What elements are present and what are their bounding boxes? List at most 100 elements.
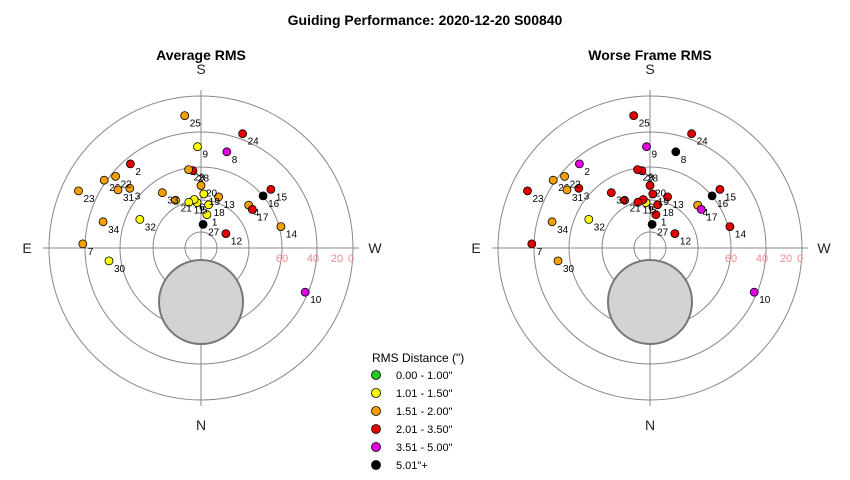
- target-label: 34: [557, 225, 569, 236]
- target-label: 6: [648, 203, 654, 214]
- target-point: [222, 147, 232, 157]
- target-point: [671, 147, 681, 157]
- target-point: [104, 256, 114, 266]
- altitude-label: 0: [348, 253, 354, 265]
- target-label: 22: [121, 179, 133, 190]
- target-point: [135, 214, 145, 224]
- target-label: 28: [198, 174, 210, 185]
- target-point: [648, 189, 658, 199]
- target-point: [214, 192, 224, 202]
- direction-west: W: [817, 240, 831, 256]
- target-label: 23: [533, 194, 545, 205]
- target-label: 8: [681, 155, 687, 166]
- target-label: 11: [643, 205, 654, 216]
- target-label: 12: [680, 237, 692, 248]
- target-label: 14: [735, 230, 747, 241]
- target-point: [171, 195, 181, 205]
- direction-north: N: [196, 417, 206, 433]
- target-point: [199, 189, 209, 199]
- altitude-label: 0: [797, 253, 803, 265]
- legend-swatch: [371, 406, 381, 416]
- legend-entry-label: 1.01 - 1.50": [396, 388, 453, 400]
- target-label: 24: [248, 137, 260, 148]
- target-point: [198, 219, 208, 229]
- target-point: [575, 159, 584, 169]
- target-label: 30: [563, 264, 575, 275]
- target-label: 32: [594, 222, 606, 233]
- target-point: [527, 239, 537, 249]
- target-point: [247, 204, 257, 214]
- target-label: 31: [572, 193, 584, 204]
- direction-north: N: [645, 417, 655, 433]
- target-label: 34: [108, 225, 120, 236]
- altitude-label: 40: [756, 253, 768, 265]
- target-point: [749, 287, 759, 297]
- target-label: 25: [190, 119, 202, 130]
- target-point: [562, 185, 572, 195]
- legend-swatch: [371, 424, 381, 434]
- target-point: [74, 186, 83, 196]
- direction-south: S: [645, 61, 654, 77]
- altitude-label: 20: [331, 253, 343, 265]
- target-point: [258, 191, 268, 201]
- target-label: 21: [181, 203, 193, 214]
- target-point: [111, 171, 120, 181]
- target-label: 28: [647, 174, 659, 185]
- target-label: 10: [759, 295, 771, 306]
- target-label: 24: [697, 137, 709, 148]
- target-point: [523, 186, 532, 196]
- target-point: [547, 217, 557, 227]
- altitude-label: 60: [725, 253, 737, 265]
- target-point: [78, 239, 88, 249]
- legend-entry-label: 5.01"+: [396, 460, 428, 472]
- target-label: 31: [123, 193, 135, 204]
- target-point: [125, 159, 135, 169]
- target-label: 22: [570, 179, 582, 190]
- target-point: [548, 175, 558, 185]
- target-point: [633, 197, 643, 207]
- target-point: [98, 217, 108, 227]
- target-point: [574, 183, 584, 193]
- target-point: [300, 287, 310, 297]
- altitude-label: 20: [780, 253, 792, 265]
- target-point: [663, 192, 672, 202]
- target-point: [180, 111, 190, 120]
- target-label: 29: [643, 173, 655, 184]
- target-label: 20: [655, 189, 667, 200]
- legend-entry-label: 1.51 - 2.00": [396, 406, 453, 418]
- target-label: 19: [209, 197, 221, 208]
- panel-title: Worse Frame RMS: [588, 47, 711, 63]
- target-point: [221, 229, 231, 239]
- target-point: [642, 142, 651, 152]
- target-point: [725, 222, 735, 232]
- target-label: 19: [658, 197, 670, 208]
- legend-swatch: [371, 370, 381, 380]
- target-label: 15: [725, 192, 737, 203]
- moon-disk: [158, 259, 244, 345]
- target-label: 7: [88, 247, 94, 258]
- target-point: [113, 185, 123, 195]
- target-label: 13: [673, 200, 685, 211]
- target-point: [620, 195, 629, 205]
- target-label: 3: [135, 191, 141, 202]
- direction-east: E: [22, 240, 31, 256]
- target-label: 18: [214, 208, 226, 219]
- target-label: 14: [286, 230, 298, 241]
- target-point: [125, 183, 135, 193]
- target-label: 10: [310, 295, 322, 306]
- target-point: [584, 214, 594, 224]
- target-point: [184, 197, 194, 207]
- legend-entry-label: 3.51 - 5.00": [396, 442, 453, 454]
- target-label: 18: [663, 208, 675, 219]
- target-point: [193, 142, 202, 152]
- target-label: 9: [203, 150, 209, 161]
- target-point: [647, 219, 657, 229]
- target-point: [266, 184, 276, 194]
- target-label: 25: [639, 119, 651, 130]
- target-point: [687, 129, 696, 139]
- target-label: 11: [194, 205, 205, 216]
- direction-south: S: [196, 61, 205, 77]
- target-point: [157, 188, 167, 198]
- target-label: 15: [276, 192, 288, 203]
